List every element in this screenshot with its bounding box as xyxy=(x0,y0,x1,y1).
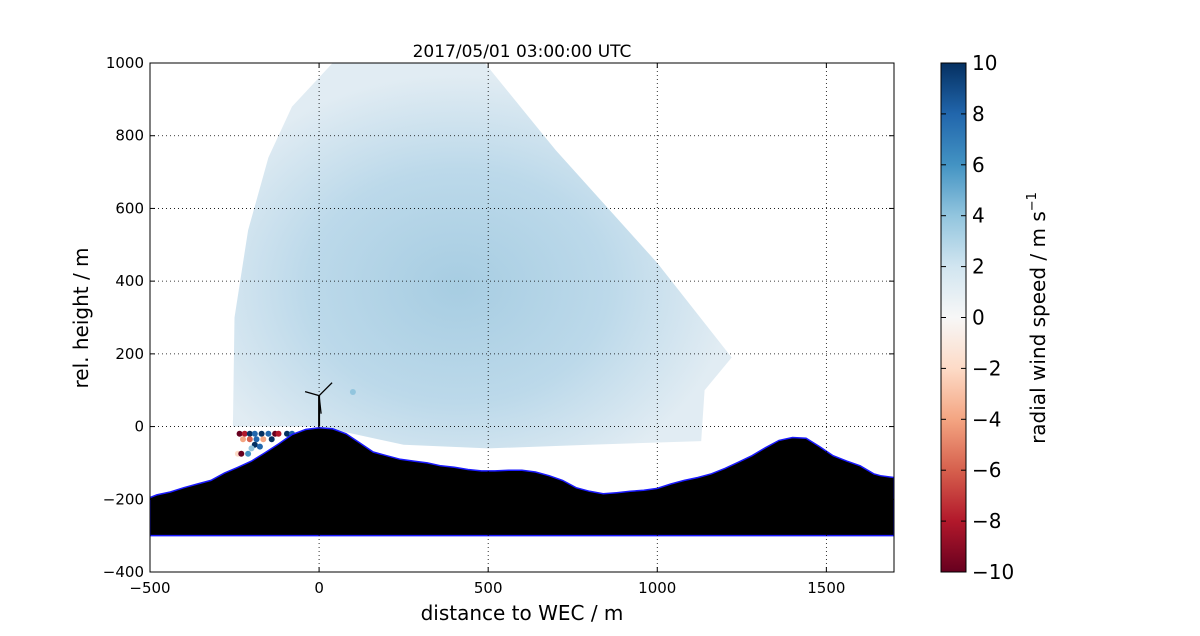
scatter-point xyxy=(240,436,246,443)
y-tick-label: 0 xyxy=(134,418,144,436)
colorbar-tick-label: −8 xyxy=(972,509,1001,533)
scatter-point xyxy=(238,450,245,457)
scatter-point xyxy=(268,436,275,443)
y-tick-label: −200 xyxy=(103,490,144,508)
colorbar: 10 8 6 4 2 0 −2 −4 −6 −8 −10 radial wind speed / m… xyxy=(940,51,1050,584)
y-axis-ticks: −400 −200 0 200 400 600 800 1000 xyxy=(103,54,894,581)
colorbar-tick-label: 8 xyxy=(972,102,985,126)
y-tick-label: 1000 xyxy=(106,54,144,72)
y-tick-label: 200 xyxy=(115,345,144,363)
colorbar-tick-label: −4 xyxy=(972,407,1001,431)
plot-area xyxy=(150,63,894,537)
plot-frame xyxy=(149,62,895,573)
colorbar-tick-label: 2 xyxy=(972,255,985,279)
x-tick-label: 0 xyxy=(314,579,324,597)
scatter-point xyxy=(349,389,356,395)
wind-turbine-icon xyxy=(304,382,333,427)
scatter-point xyxy=(236,430,243,437)
colorbar-tick-label: 4 xyxy=(972,204,985,228)
scatter-point xyxy=(248,445,255,452)
scatter-point xyxy=(251,430,258,437)
x-tick-label: 1500 xyxy=(807,579,845,597)
colorbar-tick-label: 10 xyxy=(972,51,997,75)
x-tick-label: 500 xyxy=(474,579,503,597)
scatter-point xyxy=(246,430,253,437)
scatter-point xyxy=(245,450,252,457)
scan-sector xyxy=(232,63,732,449)
y-axis-label: rel. height / m xyxy=(69,247,93,388)
y-tick-label: 800 xyxy=(115,127,144,145)
x-axis-ticks: −500 0 500 1000 1500 xyxy=(129,63,845,597)
y-tick-label: 600 xyxy=(115,199,144,217)
scatter-point xyxy=(260,436,267,443)
scatter-point xyxy=(256,443,263,450)
colorbar-tick-label: −10 xyxy=(972,560,1014,584)
colorbar-tick-label: −2 xyxy=(972,356,1001,380)
terrain xyxy=(150,426,894,537)
colorbar-tick-label: 0 xyxy=(972,306,985,330)
scatter-point xyxy=(265,430,272,437)
chart-title: 2017/05/01 03:00:00 UTC xyxy=(413,42,632,62)
colorbar-ticks: 10 8 6 4 2 0 −2 −4 −6 −8 −10 xyxy=(941,51,1014,584)
colorbar-tick-label: −6 xyxy=(972,458,1001,482)
scatter-point xyxy=(284,430,290,437)
grid-lines xyxy=(150,63,894,572)
scatter-point xyxy=(241,430,248,437)
y-tick-label: 400 xyxy=(115,272,144,290)
y-tick-label: −400 xyxy=(103,563,144,581)
x-tick-label: −500 xyxy=(129,579,170,597)
x-axis-label: distance to WEC / m xyxy=(421,601,624,625)
x-tick-label: 1000 xyxy=(638,579,676,597)
scatter-point xyxy=(258,430,265,437)
scatter-point xyxy=(275,430,282,437)
colorbar-label: radial wind speed / m s−1 xyxy=(1025,192,1050,444)
scatter-point xyxy=(253,436,260,443)
scatter-point xyxy=(246,436,253,443)
colorbar-tick-label: 6 xyxy=(972,153,985,177)
